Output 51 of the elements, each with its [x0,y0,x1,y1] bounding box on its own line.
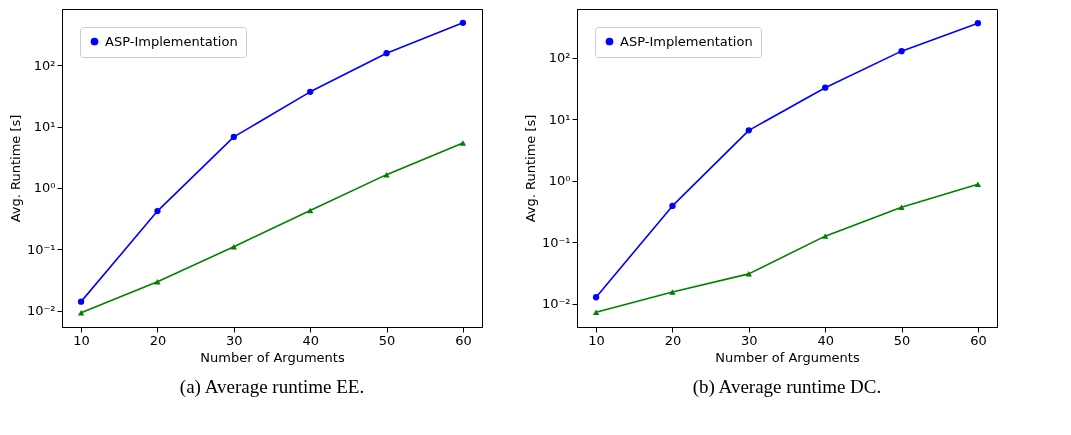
point [383,50,390,57]
point [669,202,676,210]
x-axis-title: Number of Arguments [715,349,860,365]
x-tick-label: 20 [149,332,167,348]
y-tick-label: 10¹ [33,119,56,135]
x-tick-label: 20 [664,332,682,348]
x-tick-label: 60 [455,332,472,348]
y-tick-label: 10² [548,50,571,66]
legend-label: ASP-Implementation [620,33,753,49]
point [77,298,85,305]
y-tick-label: 10⁻¹ [541,234,571,250]
point [307,88,314,95]
point [669,289,676,295]
y-tick-label: 10⁻² [26,303,56,319]
x-tick-label: 50 [893,332,911,348]
x-tick-label: 10 [588,332,605,348]
point [592,309,600,315]
y-tick-label: 10⁰ [33,180,56,196]
point [459,19,467,26]
y-axis-title: Avg. Runtime [s] [522,114,538,223]
point [898,48,905,55]
y-axis-title: Avg. Runtime [s] [7,114,23,223]
point [77,310,85,316]
x-tick-label: 10 [73,332,90,348]
y-tick-label: 10⁻¹ [26,241,56,257]
legend-label: ASP-Implementation [105,33,238,49]
point [230,133,237,141]
y-tick-label: 10⁰ [548,173,571,189]
point [822,84,829,91]
x-tick-label: 30 [226,332,243,348]
x-tick-label: 40 [302,332,319,348]
x-tick-label: 50 [378,332,396,348]
point [974,181,982,187]
x-axis-title: Number of Arguments [200,349,345,365]
x-tick-label: 30 [741,332,758,348]
text: (a) Average runtime EE. [179,376,365,398]
point [745,127,752,134]
x-tick-label: 40 [817,332,834,348]
point [745,271,752,277]
x-tick-label: 60 [970,332,987,348]
text: (b) Average runtime DC. [692,376,882,398]
point [307,207,314,214]
y-tick-label: 10² [33,57,56,73]
point [459,140,467,146]
point [592,294,600,301]
point [822,233,829,239]
y-tick-label: 10⁻² [541,296,571,312]
y-tick-label: 10¹ [548,111,571,127]
point [154,207,161,215]
point [898,204,905,211]
point [974,20,982,27]
